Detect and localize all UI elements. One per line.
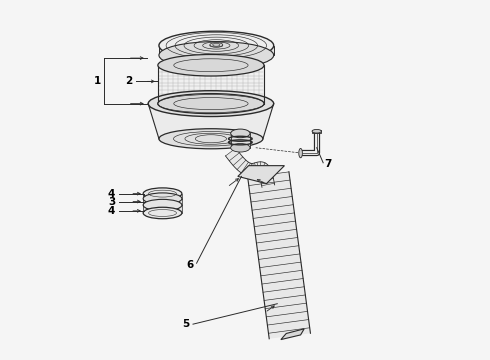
Polygon shape	[148, 104, 274, 139]
Polygon shape	[313, 130, 321, 133]
Ellipse shape	[299, 148, 302, 158]
Ellipse shape	[159, 31, 274, 60]
Ellipse shape	[158, 94, 264, 114]
Ellipse shape	[231, 129, 250, 138]
Text: 2: 2	[125, 76, 132, 86]
Text: 7: 7	[324, 159, 331, 169]
Ellipse shape	[143, 193, 182, 204]
Ellipse shape	[231, 143, 250, 152]
Text: 5: 5	[182, 319, 190, 329]
Polygon shape	[159, 45, 274, 55]
Polygon shape	[143, 199, 182, 205]
Ellipse shape	[159, 41, 274, 69]
Ellipse shape	[143, 188, 182, 199]
Ellipse shape	[158, 54, 264, 76]
Ellipse shape	[159, 129, 263, 149]
Polygon shape	[231, 134, 250, 148]
Text: 4: 4	[108, 206, 115, 216]
Ellipse shape	[312, 130, 321, 133]
Polygon shape	[158, 65, 264, 104]
Polygon shape	[143, 205, 182, 213]
Ellipse shape	[143, 199, 182, 211]
Ellipse shape	[148, 91, 274, 117]
Text: 4: 4	[108, 189, 115, 199]
Text: 6: 6	[187, 260, 194, 270]
Ellipse shape	[143, 207, 182, 219]
Polygon shape	[281, 329, 304, 339]
Ellipse shape	[210, 42, 223, 47]
Polygon shape	[143, 194, 182, 199]
Text: 3: 3	[108, 197, 115, 207]
Text: 1: 1	[94, 76, 101, 86]
Polygon shape	[238, 166, 285, 184]
Ellipse shape	[213, 43, 220, 46]
Polygon shape	[225, 148, 275, 187]
Polygon shape	[247, 172, 311, 339]
